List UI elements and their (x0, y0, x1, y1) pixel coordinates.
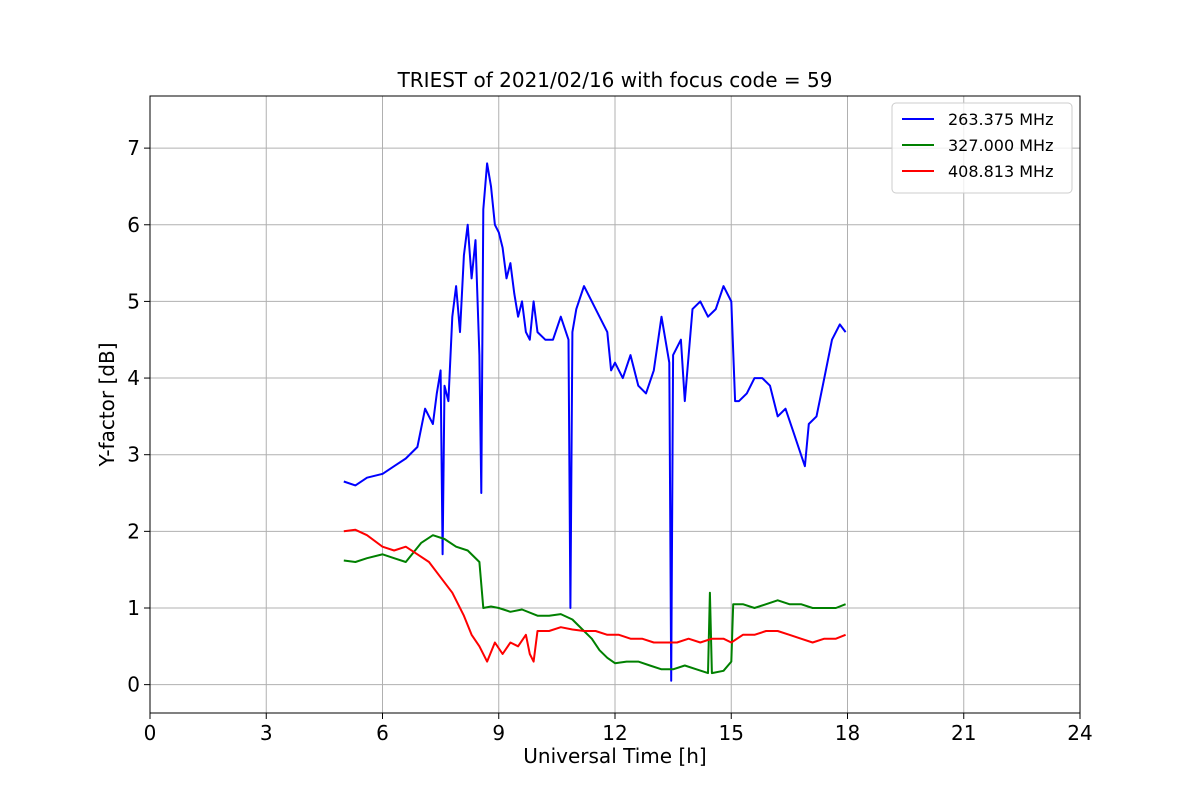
series-layer (343, 162, 847, 682)
y-tick-label: 3 (127, 443, 140, 467)
x-tick-label: 0 (144, 721, 157, 745)
series-line-1 (343, 162, 847, 682)
legend: 263.375 MHz 327.000 MHz 408.813 MHz (891, 102, 1073, 194)
y-tick-label: 6 (127, 213, 140, 237)
legend-box (891, 102, 1073, 194)
legend-label: 327.000 MHz (948, 136, 1053, 155)
x-tick-label: 3 (260, 721, 273, 745)
x-tick-label: 6 (376, 721, 389, 745)
chart-title: TRIEST of 2021/02/16 with focus code = 5… (397, 68, 833, 92)
y-tick-label: 2 (127, 519, 140, 543)
y-tick-label: 0 (127, 673, 140, 697)
legend-label: 263.375 MHz (948, 110, 1053, 129)
legend-label: 408.813 MHz (948, 162, 1053, 181)
y-tick-label: 7 (127, 136, 140, 160)
y-axis-label: Y-factor [dB] (95, 342, 119, 467)
x-tick-label: 12 (602, 721, 627, 745)
x-tick-label: 24 (1067, 721, 1092, 745)
x-tick-label: 18 (835, 721, 860, 745)
x-axis-label: Universal Time [h] (523, 744, 706, 768)
series-line-2 (343, 534, 846, 675)
y-tick-label: 5 (127, 289, 140, 313)
y-tick-label: 1 (127, 596, 140, 620)
y-tick-label: 4 (127, 366, 140, 390)
x-tick-label: 15 (719, 721, 744, 745)
x-tick-label: 21 (951, 721, 976, 745)
series-line-3 (343, 528, 846, 663)
x-tick-label: 9 (492, 721, 505, 745)
